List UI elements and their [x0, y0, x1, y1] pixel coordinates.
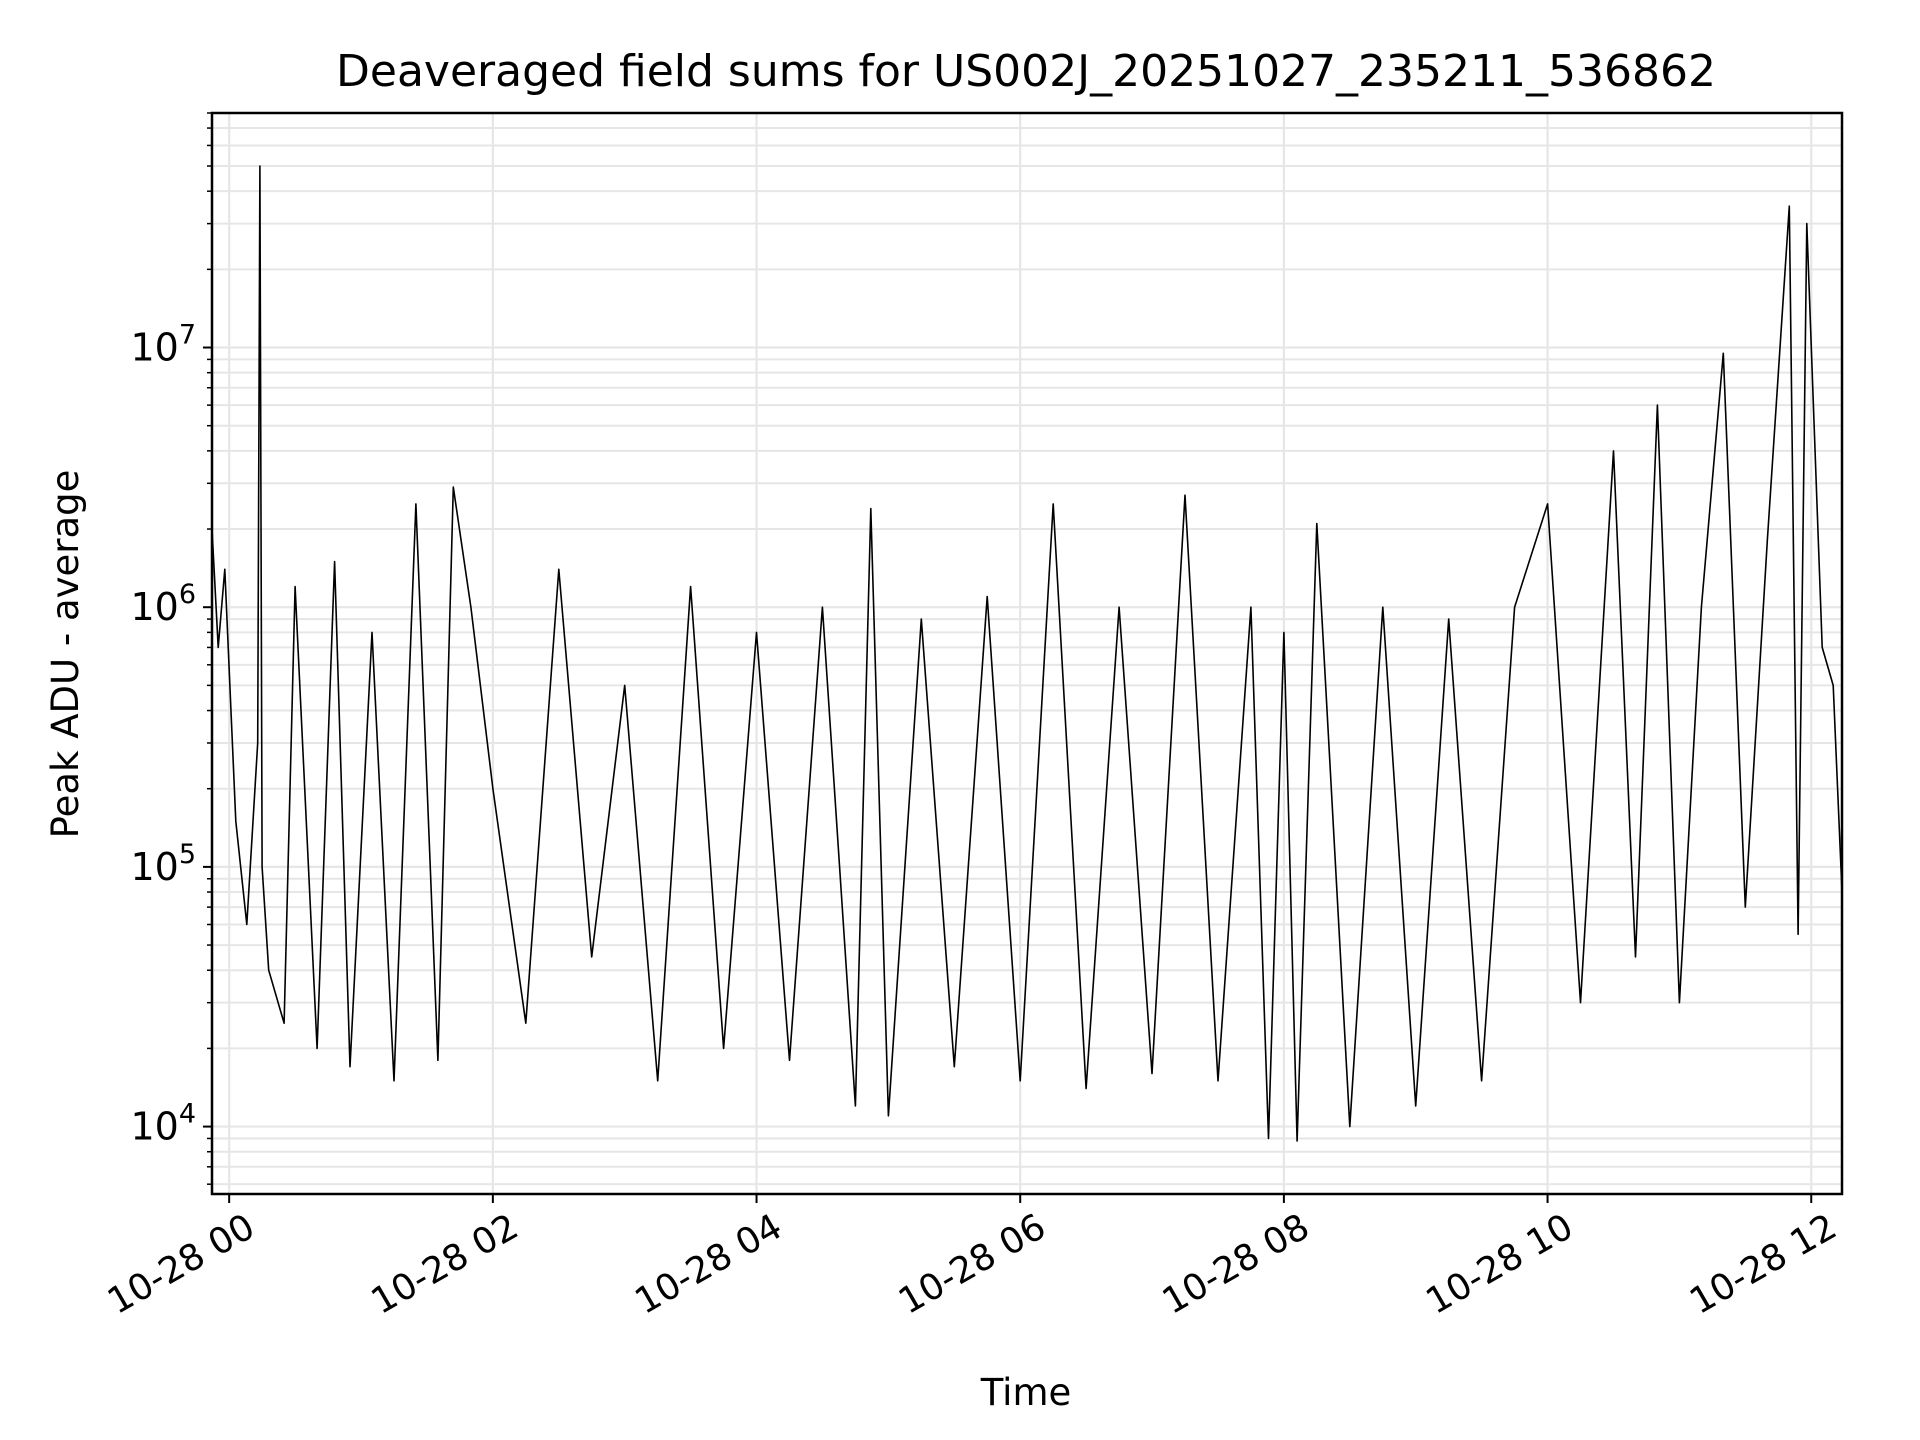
- series-line: [211, 165, 1843, 1142]
- plot-frame: [210, 111, 1844, 1196]
- y-tick-label: 105: [130, 839, 196, 889]
- chart-title: Deaveraged field sums for US002J_2025102…: [336, 46, 1716, 97]
- grid: [212, 112, 1842, 1194]
- series-line-layer: [211, 165, 1843, 1142]
- y-tick-label: 104: [130, 1099, 196, 1149]
- y-tick-label: 106: [130, 579, 196, 629]
- y-tick-label: 107: [130, 320, 196, 370]
- y-axis-ticks: 104 105 106 107: [130, 112, 212, 1185]
- x-axis-label: Time: [980, 1371, 1072, 1414]
- y-axis-label: Peak ADU - average: [44, 470, 87, 839]
